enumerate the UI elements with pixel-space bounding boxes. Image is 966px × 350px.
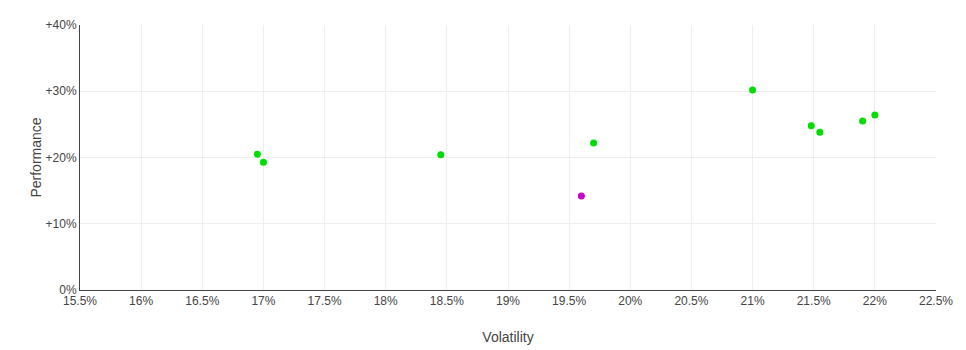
svg-text:19.5%: 19.5%	[552, 294, 586, 308]
svg-text:+20%: +20%	[46, 151, 77, 165]
svg-text:+10%: +10%	[46, 217, 77, 231]
svg-text:20.5%: 20.5%	[674, 294, 708, 308]
svg-text:17.5%: 17.5%	[308, 294, 342, 308]
svg-text:19%: 19%	[496, 294, 520, 308]
svg-text:21.5%: 21.5%	[797, 294, 831, 308]
svg-text:15.5%: 15.5%	[63, 294, 97, 308]
svg-text:22.5%: 22.5%	[919, 294, 953, 308]
svg-text:16%: 16%	[129, 294, 153, 308]
svg-text:17%: 17%	[251, 294, 275, 308]
svg-text:20%: 20%	[618, 294, 642, 308]
svg-text:18.5%: 18.5%	[430, 294, 464, 308]
svg-text:0%: 0%	[59, 283, 77, 297]
svg-text:Volatility: Volatility	[482, 329, 533, 345]
svg-text:+30%: +30%	[46, 84, 77, 98]
svg-text:Performance: Performance	[28, 117, 44, 197]
svg-text:22%: 22%	[863, 294, 887, 308]
svg-text:18%: 18%	[374, 294, 398, 308]
svg-text:16.5%: 16.5%	[185, 294, 219, 308]
svg-text:+40%: +40%	[46, 18, 77, 32]
svg-text:21%: 21%	[741, 294, 765, 308]
